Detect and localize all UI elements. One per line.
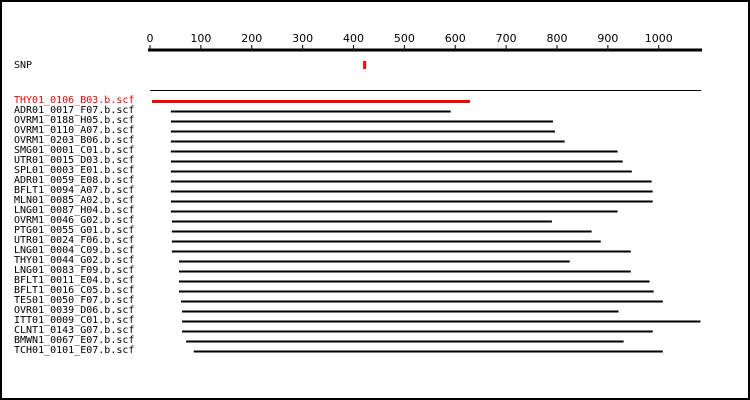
- read-label: BFLT1_0094_A07.b.scf: [14, 185, 134, 196]
- x-tick-label: 700: [496, 32, 517, 45]
- x-tick-label: 300: [292, 32, 313, 45]
- x-tick-label: 600: [445, 32, 466, 45]
- read-label: BFLT1_0011_E04.b.scf: [14, 275, 134, 286]
- read-label: UTR01_0024_F06.b.scf: [14, 235, 134, 246]
- read-label: ITT01_0009_C01.b.scf: [14, 315, 134, 326]
- read-label: THY01_0044_G02.b.scf: [14, 255, 134, 266]
- read-label: TES01_0050_F07.b.scf: [14, 295, 134, 306]
- read-label: LNG01_0083_F09.b.scf: [14, 265, 134, 276]
- snp-marker: [363, 61, 367, 69]
- read-label: LNG01_0087_H04.b.scf: [14, 205, 134, 216]
- read-label: MLN01_0085_A02.b.scf: [14, 195, 134, 206]
- x-tick-label: 0: [147, 32, 154, 45]
- x-tick-label: 500: [394, 32, 415, 45]
- x-tick-label: 200: [241, 32, 262, 45]
- x-tick-label: 100: [190, 32, 211, 45]
- read-label: OVRM1_0110_A07.b.scf: [14, 125, 134, 136]
- read-label: THY01_0106_B03.b.scf: [14, 95, 134, 106]
- read-label: TCH01_0101_E07.b.scf: [14, 345, 134, 356]
- read-label: BFLT1_0016_C05.b.scf: [14, 285, 134, 296]
- x-tick-label: 1000: [645, 32, 673, 45]
- read-label: OVRM1_0188_H05.b.scf: [14, 115, 134, 126]
- x-tick-label: 800: [547, 32, 568, 45]
- read-label: ADR01_0017_F07.b.scf: [14, 105, 134, 116]
- read-label: OVR01_0039_D06.b.scf: [14, 305, 134, 316]
- snp-label: SNP: [14, 60, 32, 71]
- read-label: LNG01_0004_C09.b.scf: [14, 245, 134, 256]
- read-label: SMG01_0001_C01.b.scf: [14, 145, 134, 156]
- read-label: OVRM1_0203_B06.b.scf: [14, 135, 134, 146]
- x-tick-label: 900: [597, 32, 618, 45]
- read-label: BMWN1_0067_E07.b.scf: [14, 335, 134, 346]
- read-label: CLNT1_0143_G07.b.scf: [14, 325, 134, 336]
- x-tick-label: 400: [343, 32, 364, 45]
- read-label: ADR01_0059_E08.b.scf: [14, 175, 134, 186]
- read-label: OVRM1_0046_G02.b.scf: [14, 215, 134, 226]
- read-label: UTR01_0015_D03.b.scf: [14, 155, 134, 166]
- read-label: SPL01_0003_E01.b.scf: [14, 165, 134, 176]
- read-label: PTG01_0055_G01.b.scf: [14, 225, 134, 236]
